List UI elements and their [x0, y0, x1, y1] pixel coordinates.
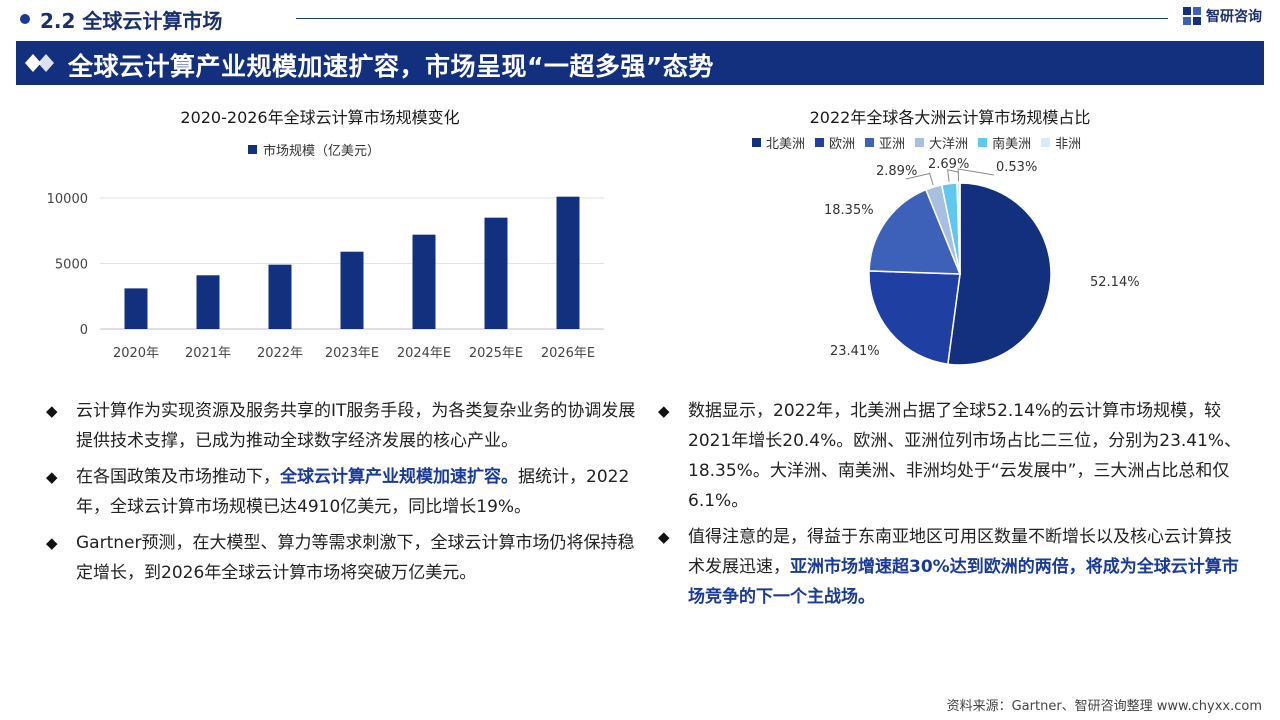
bar	[484, 217, 508, 329]
header-divider	[296, 18, 1168, 19]
pie-leader-line	[957, 168, 995, 182]
right-paragraph-2-highlight: 亚洲市场增速超30%达到欧洲的两倍，将成为全球云计算市场竞争的下一个主战场。	[688, 557, 1239, 607]
left-paragraph-2a: 在各国政策及市场推动下，	[76, 467, 280, 487]
pie-slice	[868, 188, 962, 275]
source-note: 资料来源：Gartner、智研咨询整理 www.chyxx.com	[946, 699, 1262, 714]
bar-chart-legend: 市场规模（亿美元）	[248, 140, 380, 159]
pie-slice	[868, 270, 961, 366]
right-bullet-1: 数据显示，2022年，北美洲占据了全球52.14%的云计算市场规模，较2021年…	[658, 396, 1248, 516]
pie-legend-item: 欧洲	[815, 133, 855, 152]
pie-legend-label: 大洋洲	[929, 137, 969, 152]
bar	[412, 234, 436, 329]
bar-y-tick-label: 0	[80, 323, 88, 338]
bar	[124, 288, 148, 329]
section-title: 2.2 全球云计算市场	[40, 9, 223, 33]
pie-slice	[946, 182, 1052, 366]
bar-legend-swatch	[248, 145, 257, 154]
right-bullet-2: 值得注意的是，得益于东南亚地区可用区数量不断增长以及核心云计算技术发展迅速，亚洲…	[658, 522, 1248, 612]
logo-icon	[1183, 7, 1201, 25]
pie-leader-line	[947, 169, 959, 182]
bar-x-tick-label: 2023年E	[325, 346, 379, 361]
logo-text: 智研咨询	[1206, 9, 1262, 25]
bar-x-tick-label: 2020年	[113, 346, 159, 361]
pie-legend-label: 南美洲	[992, 137, 1032, 152]
bar-chart: 0 5000 10000 2020年 2021年 2022年 2023年E 2024年E 202…	[47, 192, 604, 361]
pie-leader-line	[905, 172, 934, 186]
left-bullet-3: Gartner预测，在大模型、算力等需求刺激下，全球云计算市场仍将保持稳定增长，…	[46, 528, 642, 588]
bar-legend-label: 市场规模（亿美元）	[263, 144, 381, 159]
pie-chart-title: 2022年全球各大洲云计算市场规模占比	[809, 108, 1091, 127]
title-banner: 全球云计算产业规模加速扩容，市场呈现“一超多强”态势	[16, 41, 1264, 85]
right-text-column: 数据显示，2022年，北美洲占据了全球52.14%的云计算市场规模，较2021年…	[658, 396, 1248, 618]
pie-value-label: 18.35%	[824, 203, 874, 218]
pie-legend-swatch	[978, 138, 988, 147]
pie-value-label: 0.53%	[996, 160, 1037, 175]
pie-value-label: 2.89%	[876, 164, 917, 179]
bar	[196, 275, 220, 329]
pie-legend-swatch	[915, 138, 925, 147]
double-diamond-icon	[25, 54, 54, 72]
pie-legend-item: 北美洲	[752, 133, 805, 152]
pie-legend-item: 亚洲	[865, 133, 905, 152]
left-paragraph-3: Gartner预测，在大模型、算力等需求刺激下，全球云计算市场仍将保持稳定增长，…	[76, 533, 635, 583]
section-dot	[20, 14, 30, 24]
pie-value-label: 52.14%	[1090, 275, 1140, 290]
right-paragraph-2a: 值得注意的是，得益于东南亚地区可用区数量不断增长以及核心云计算技术发展迅速，	[688, 527, 1232, 577]
right-paragraph-1: 数据显示，2022年，北美洲占据了全球52.14%的云计算市场规模，较2021年…	[688, 401, 1242, 511]
bar-chart-title: 2020-2026年全球云计算市场规模变化	[180, 108, 460, 127]
left-paragraph-2-highlight: 全球云计算产业规模加速扩容。	[280, 467, 518, 487]
brand-logo: 智研咨询	[1182, 6, 1262, 26]
bar-x-tick-label: 2026年E	[541, 346, 595, 361]
pie-value-label: 2.69%	[928, 157, 969, 172]
pie-legend-item: 南美洲	[978, 133, 1031, 152]
pie-legend-label: 非洲	[1055, 137, 1082, 152]
pie-slice	[956, 182, 961, 275]
pie-legend-swatch	[815, 138, 825, 147]
bar	[340, 251, 364, 329]
bar-x-tick-label: 2025年E	[469, 346, 523, 361]
pie-legend-swatch	[752, 138, 761, 147]
bar-x-tick-label: 2022年	[257, 346, 303, 361]
pie-legend-item: 非洲	[1041, 133, 1081, 152]
bar-y-tick-label: 5000	[55, 258, 88, 273]
bar-x-tick-label: 2021年	[185, 346, 231, 361]
pie-legend-label: 北美洲	[766, 137, 806, 152]
bar	[556, 196, 580, 329]
bar	[268, 264, 292, 329]
bar-x-tick-label: 2024年E	[397, 346, 451, 361]
pie-legend-label: 欧洲	[829, 137, 856, 152]
left-paragraph-2b: 据统计，2022年，全球云计算市场规模已达4910亿美元，同比增长19%。	[76, 467, 630, 517]
pie-chart-legend: 北美洲 欧洲 亚洲 大洋洲 南美洲 非洲	[752, 133, 1081, 152]
pie-chart: 52.14% 23.41% 18.35% 2.89% 2.69% 0.53%	[824, 157, 1140, 366]
left-text-column: 云计算作为实现资源及服务共享的IT服务手段，为各类复杂业务的协调发展提供技术支撑…	[46, 396, 642, 594]
pie-legend-item: 大洋洲	[915, 133, 968, 152]
left-paragraph-1: 云计算作为实现资源及服务共享的IT服务手段，为各类复杂业务的协调发展提供技术支撑…	[76, 401, 636, 451]
pie-legend-label: 亚洲	[879, 137, 906, 152]
left-bullet-1: 云计算作为实现资源及服务共享的IT服务手段，为各类复杂业务的协调发展提供技术支撑…	[46, 396, 642, 456]
pie-legend-swatch	[865, 138, 875, 147]
pie-legend-swatch	[1041, 138, 1051, 147]
pie-value-label: 23.41%	[830, 344, 880, 359]
left-bullet-2: 在各国政策及市场推动下，全球云计算产业规模加速扩容。据统计，2022年，全球云计…	[46, 462, 642, 522]
bar-y-tick-label: 10000	[47, 192, 88, 207]
banner-title: 全球云计算产业规模加速扩容，市场呈现“一超多强”态势	[68, 52, 714, 81]
